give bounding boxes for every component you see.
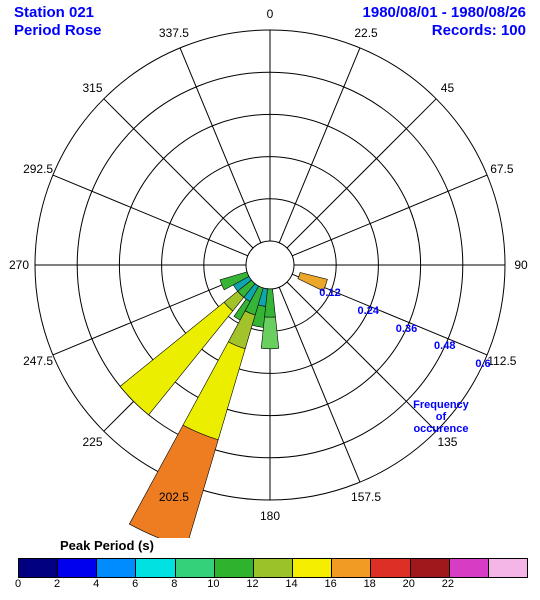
legend-tick: 12 [246, 578, 258, 590]
legend-tick: 20 [403, 578, 415, 590]
direction-tick: 135 [437, 435, 457, 449]
legend-swatch [411, 559, 450, 577]
ring-value-label: 0.24 [358, 305, 379, 317]
direction-tick: 0 [267, 7, 274, 21]
frequency-axis-label: Frequencyofoccurence [413, 399, 469, 435]
polar-rose-chart [0, 0, 540, 538]
legend-tick: 2 [54, 578, 60, 590]
legend-tick: 16 [324, 578, 336, 590]
legend-swatch [293, 559, 332, 577]
direction-tick: 292.5 [23, 162, 53, 176]
ring-value-label: 0.48 [434, 340, 455, 352]
legend-tick: 8 [171, 578, 177, 590]
direction-tick: 67.5 [490, 162, 513, 176]
direction-tick: 202.5 [159, 490, 189, 504]
legend-tick: 14 [285, 578, 297, 590]
direction-tick: 247.5 [23, 354, 53, 368]
legend-swatch [489, 559, 527, 577]
legend-tick: 0 [15, 578, 21, 590]
legend-tick: 4 [93, 578, 99, 590]
legend-tick: 6 [132, 578, 138, 590]
direction-tick: 180 [260, 509, 280, 523]
legend-swatch [215, 559, 254, 577]
ring-value-label: 0.12 [319, 287, 340, 299]
direction-tick: 270 [9, 258, 29, 272]
direction-tick: 337.5 [159, 26, 189, 40]
ring-value-label: 0.6 [475, 358, 490, 370]
direction-tick: 157.5 [351, 490, 381, 504]
legend-swatch [19, 559, 58, 577]
legend-swatch [58, 559, 97, 577]
direction-tick: 225 [83, 435, 103, 449]
legend-swatch [136, 559, 175, 577]
legend-swatch [97, 559, 136, 577]
direction-tick: 112.5 [487, 354, 516, 368]
legend-tick: 10 [207, 578, 219, 590]
legend-swatch [450, 559, 489, 577]
direction-tick: 22.5 [354, 26, 377, 40]
legend-title: Peak Period (s) [60, 538, 154, 553]
direction-tick: 90 [514, 258, 527, 272]
legend-swatch [176, 559, 215, 577]
legend-swatch [254, 559, 293, 577]
legend-swatch [332, 559, 371, 577]
legend-colorbar [18, 558, 528, 578]
direction-tick: 315 [83, 81, 103, 95]
legend-tick: 18 [364, 578, 376, 590]
direction-tick: 45 [441, 81, 454, 95]
legend-tick: 22 [442, 578, 454, 590]
ring-value-label: 0.36 [396, 323, 417, 335]
legend-swatch [371, 559, 410, 577]
